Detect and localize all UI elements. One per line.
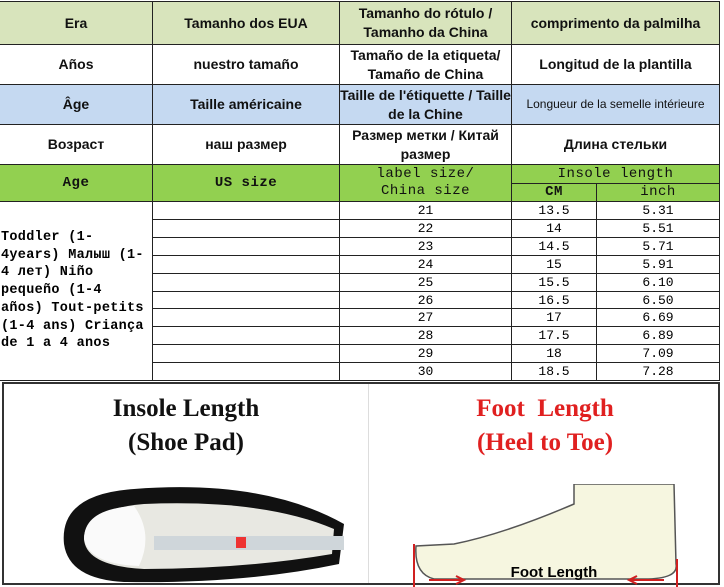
china-size-cell: 30 (339, 362, 512, 381)
china-size-cell: 21 (339, 201, 512, 220)
cm-cell: 16.5 (511, 291, 597, 309)
china-size-cell: 25 (339, 273, 512, 292)
header-cell-pt: comprimento da palmilha (511, 1, 720, 45)
us-size-header: US size (152, 164, 340, 202)
cm-cell: 18 (511, 344, 597, 363)
inch-cell: 6.10 (596, 273, 720, 292)
cm-cell: 13.5 (511, 201, 597, 220)
us-size-cell (152, 201, 340, 220)
header-cell-pt: Tamanho dos EUA (152, 1, 340, 45)
china-size-cell: 27 (339, 308, 512, 327)
inch-cell: 7.28 (596, 362, 720, 381)
inch-cell: 6.89 (596, 326, 720, 345)
header-cell-es: Tamaño de la etiqueta/ Tamaño de China (339, 44, 512, 85)
inch-cell: 6.50 (596, 291, 720, 309)
header-cell-ru: Размер метки / Китай размер (339, 124, 512, 165)
us-size-cell (152, 219, 340, 238)
foot-diagram-image (413, 484, 678, 587)
us-size-cell (152, 291, 340, 309)
cm-header: CM (511, 183, 597, 202)
header-cell-es: Años (0, 44, 153, 85)
inch-header: inch (596, 183, 720, 202)
age-cell: Toddler (1-4years) Малыш (1-4 лет) Niño … (0, 201, 153, 381)
insole-length-header: Insole length (511, 164, 720, 184)
header-cell-ru: Возраст (0, 124, 153, 165)
insole-title-line2: (Shoe Pad) (128, 429, 244, 456)
cm-cell: 14 (511, 219, 597, 238)
cm-cell: 15 (511, 255, 597, 274)
foot-title-line1: Foot Length (476, 395, 614, 422)
header-cell-ru: Длина стельки (511, 124, 720, 165)
header-cell-fr: Taille américaine (152, 84, 340, 125)
us-size-cell (152, 326, 340, 345)
header-cell-fr: Âge (0, 84, 153, 125)
inch-cell: 5.51 (596, 219, 720, 238)
china-size-cell: 22 (339, 219, 512, 238)
measurement-guide: Insole Length (Shoe Pad) Foot Length (Heel… (2, 382, 720, 587)
cm-cell: 17 (511, 308, 597, 327)
inch-cell: 5.91 (596, 255, 720, 274)
us-size-cell (152, 237, 340, 256)
header-cell-fr: Longueur de la semelle intérieure (511, 84, 720, 125)
header-cell-pt: Era (0, 1, 153, 45)
us-size-cell (152, 362, 340, 381)
foot-title: Foot Length (Heel to Toe) (370, 392, 720, 460)
foot-title-line2: (Heel to Toe) (476, 429, 614, 456)
us-size-cell (152, 344, 340, 363)
insole-title-line1: Insole Length (112, 395, 260, 422)
cm-cell: 14.5 (511, 237, 597, 256)
us-size-cell (152, 273, 340, 292)
cm-cell: 17.5 (511, 326, 597, 345)
header-cell-ru: наш размер (152, 124, 340, 165)
china-size-cell: 24 (339, 255, 512, 274)
header-cell-es: Longitud de la plantilla (511, 44, 720, 85)
china-size-cell: 23 (339, 237, 512, 256)
cm-cell: 15.5 (511, 273, 597, 292)
china-size-cell: 28 (339, 326, 512, 345)
china-size-cell: 26 (339, 291, 512, 309)
foot-length-caption: Foot Length (510, 564, 598, 581)
age-header: Age (0, 164, 153, 202)
inch-cell: 7.09 (596, 344, 720, 363)
header-cell-fr: Taille de l'étiquette / Taille de la Chi… (339, 84, 512, 125)
inch-cell: 5.31 (596, 201, 720, 220)
header-cell-es: nuestro tamaño (152, 44, 340, 85)
us-size-cell (152, 308, 340, 327)
china-size-cell: 29 (339, 344, 512, 363)
us-size-cell (152, 255, 340, 274)
inch-cell: 5.71 (596, 237, 720, 256)
inch-cell: 6.69 (596, 308, 720, 327)
cm-cell: 18.5 (511, 362, 597, 381)
header-cell-pt: Tamanho do rótulo / Tamanho da China (339, 1, 512, 45)
shoe-insole-image (63, 487, 344, 583)
label-size-header: label size/ China size (339, 164, 512, 202)
insole-title: Insole Length (Shoe Pad) (4, 392, 368, 460)
